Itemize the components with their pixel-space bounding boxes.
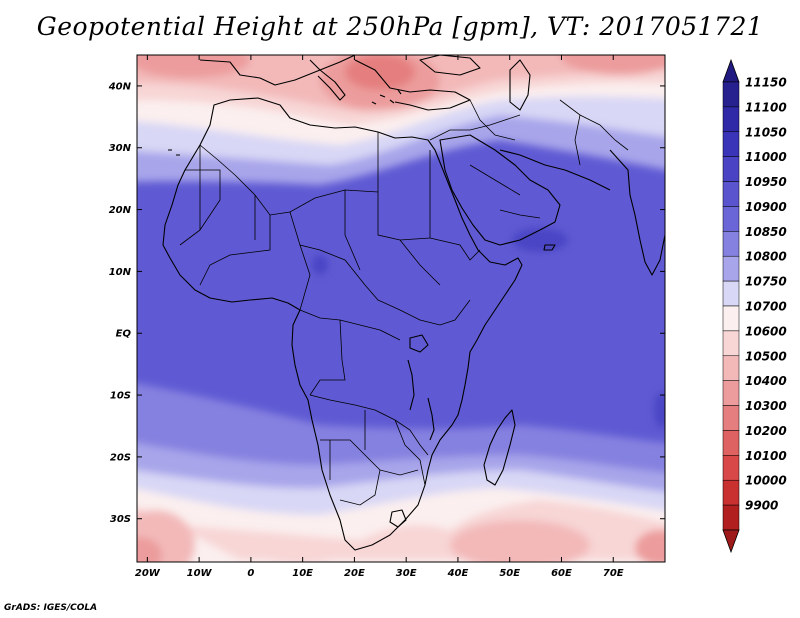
country-borders (179, 99, 629, 506)
northeast-low (560, 55, 665, 75)
colorbar-label: 9900 (745, 499, 778, 513)
iberia-europe (199, 55, 356, 86)
colorbar-swatch (722, 255, 740, 282)
black-sea (419, 55, 481, 76)
colorbar-label: 10100 (745, 449, 787, 463)
colorbar-label: 10500 (745, 349, 787, 363)
lon-tick-label: 30E (396, 568, 417, 579)
lat-tick-label: 20N (109, 205, 132, 216)
africa-coastline (162, 97, 523, 551)
colorbar-swatch (722, 131, 740, 157)
lat-tick-label: 20S (110, 452, 131, 463)
india (609, 149, 665, 276)
height-field (137, 55, 665, 562)
colorbar-swatch (722, 405, 740, 431)
caspian-sea (509, 59, 531, 111)
south-indian-low (450, 520, 590, 562)
italy (309, 59, 346, 101)
lat-tick-label: 30S (110, 514, 131, 525)
colorbar-label: 10800 (745, 250, 787, 264)
colorbar-swatch (722, 280, 740, 307)
colorbar-label: 11000 (745, 150, 787, 164)
colorbar-swatch (722, 181, 740, 207)
colorbar-swatch (722, 430, 740, 456)
colorbar-swatch (722, 479, 740, 506)
southern-africa-borders (309, 394, 429, 506)
lon-tick-label: 20E (344, 568, 365, 579)
lesotho (389, 509, 407, 528)
colorbar-label: 10900 (745, 200, 787, 214)
northwest-low (137, 55, 250, 78)
colorbar-swatch (722, 156, 740, 182)
colorbar-label: 11100 (745, 100, 787, 114)
colorbar-top-arrow (722, 58, 740, 83)
southeast-low (635, 530, 665, 562)
colorbar-swatch (722, 206, 740, 232)
lat-tick-label: EQ (116, 329, 132, 340)
lon-tick-label: 20W (135, 568, 161, 579)
madagascar (483, 409, 516, 486)
colorbar-label: 10300 (745, 399, 787, 413)
colorbar-swatch (722, 455, 740, 481)
central-africa-borders (299, 234, 481, 396)
map-title: Geopotential Height at 250hPa [gpm], VT:… (36, 12, 764, 41)
lon-tick-label: 40E (447, 568, 469, 579)
persian-gulf-iran (499, 149, 611, 191)
colorbar-label: 10750 (745, 275, 787, 289)
colorbar-label: 11050 (745, 125, 787, 139)
colorbar-bottom-arrow (722, 529, 740, 554)
lake-victoria (409, 334, 429, 353)
canary-islands (168, 149, 180, 156)
colorbar-label: 10400 (745, 374, 787, 388)
lon-tick-label: 60E (551, 568, 572, 579)
colorbar-swatch (722, 81, 740, 108)
lat-tick-label: 10S (110, 391, 131, 402)
colorbar-label: 10700 (745, 300, 787, 314)
colorbar-label: 10600 (745, 324, 787, 338)
balkans-anatolia (354, 59, 471, 111)
colorbar-label: 10850 (745, 225, 787, 239)
colorbar-swatch (722, 330, 740, 357)
lon-tick-label: 50E (499, 568, 520, 579)
colorbar-swatch (722, 231, 740, 257)
grads-credit: GrADS: IGES/COLA (4, 603, 98, 613)
colorbar-label: 10950 (745, 175, 787, 189)
west-africa-high (312, 255, 328, 275)
color-bar: 11150 11100 11050 11000 10950 10900 10850 10800… (722, 58, 787, 554)
colorbar-swatch (722, 504, 740, 531)
colorbar-swatch (722, 305, 740, 332)
socotra (543, 244, 556, 251)
arabian-peninsula (439, 134, 561, 246)
colorbar-swatch (722, 355, 740, 381)
lon-tick-label: 10E (292, 568, 313, 579)
middle-east-borders (429, 99, 629, 219)
plot-frame (136, 54, 666, 563)
mediterranean-low-inner (345, 55, 415, 90)
aegean-islands (371, 89, 402, 105)
longitude-axis: 20W 10W 0 10E 20E 30E 40E 50E 60E 70E (135, 55, 624, 579)
colorbar-label: 10000 (745, 474, 787, 488)
lon-tick-label: 0 (247, 568, 254, 579)
south-atlantic-trough (255, 536, 345, 562)
lon-tick-label: 70E (603, 568, 624, 579)
southwest-low-inner (137, 537, 162, 562)
lat-tick-label: 30N (109, 143, 132, 154)
lat-tick-label: 40N (108, 81, 132, 92)
colorbar-label: 10200 (745, 424, 787, 438)
indian-ocean-high (654, 392, 665, 428)
latitude-axis: 40N 30N 20N 10N EQ 10S 20S 30S (108, 81, 665, 525)
lake-tanganyika (407, 359, 415, 411)
coastlines (162, 55, 665, 551)
lake-malawi (427, 397, 435, 441)
colorbar-swatch (722, 380, 740, 406)
lat-tick-label: 10N (109, 267, 132, 278)
lon-tick-label: 10W (187, 568, 213, 579)
colorbar-label: 11150 (745, 76, 787, 90)
colorbar-swatch (722, 106, 740, 133)
